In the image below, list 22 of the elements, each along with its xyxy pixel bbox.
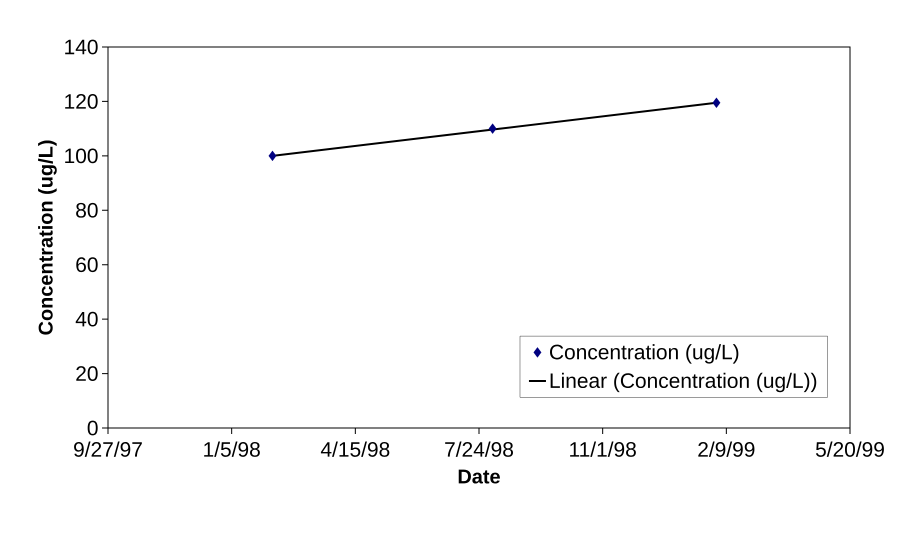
y-tick-label: 120 [65, 94, 98, 109]
legend-label: Linear (Concentration (ug/L)) [550, 372, 816, 392]
y-tick-label: 100 [65, 148, 98, 164]
y-tick-label: 40 [76, 312, 98, 327]
point [712, 98, 720, 108]
x-tick-label: 1/5/98 [204, 441, 260, 457]
y-tick-label: 140 [65, 40, 98, 54]
y-tick-label: 60 [76, 257, 98, 272]
point [268, 150, 276, 162]
x-tick-label: 2/9/99 [698, 441, 754, 457]
x-axis-title: Date [458, 470, 500, 484]
y-tick-label: 80 [76, 202, 98, 218]
x-tick-label: 5/20/99 [816, 441, 884, 457]
legend-label: Concentration (ug/L) [550, 344, 738, 364]
y-axis-title: Concentration (ug/L) [38, 140, 57, 335]
x-tick-label: 9/27/97 [74, 441, 142, 457]
x-tick-label: 4/15/98 [320, 441, 390, 457]
x-tick-label: 7/24/98 [445, 441, 513, 457]
point [488, 123, 497, 134]
y-tick-label: 20 [76, 366, 98, 381]
y-tick-label: 0 [88, 420, 98, 436]
x-tick-label: 11/1/98 [570, 441, 636, 457]
